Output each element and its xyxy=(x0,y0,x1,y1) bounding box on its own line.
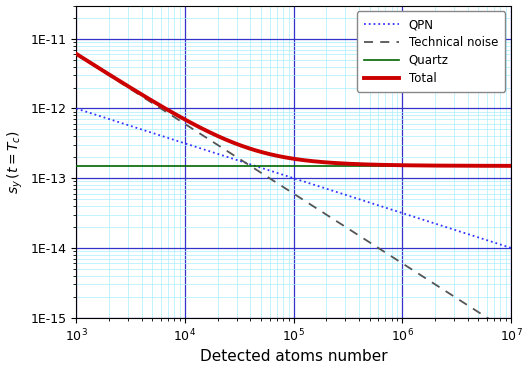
Technical noise xyxy=(73,52,79,57)
Total xyxy=(249,147,255,151)
QPN xyxy=(73,106,79,111)
Line: Total: Total xyxy=(76,54,511,166)
Y-axis label: $s_y\,(t=T_c)$: $s_y\,(t=T_c)$ xyxy=(6,130,25,194)
Technical noise xyxy=(508,331,514,335)
Total xyxy=(508,164,514,168)
Total xyxy=(412,163,418,168)
QPN xyxy=(372,202,378,206)
Quartz xyxy=(265,164,271,168)
Quartz xyxy=(117,164,124,168)
Quartz xyxy=(372,164,378,168)
Technical noise xyxy=(420,275,426,279)
Total xyxy=(372,162,378,167)
Technical noise xyxy=(412,269,418,274)
Total xyxy=(117,80,124,84)
QPN xyxy=(508,246,514,250)
Quartz xyxy=(412,164,418,168)
Technical noise xyxy=(372,243,378,248)
Total xyxy=(420,163,426,168)
Line: Technical noise: Technical noise xyxy=(76,54,511,333)
QPN xyxy=(420,218,426,222)
QPN xyxy=(117,121,124,125)
Quartz xyxy=(73,164,79,168)
Technical noise xyxy=(265,175,271,179)
Quartz xyxy=(420,164,426,168)
X-axis label: Detected atoms number: Detected atoms number xyxy=(200,349,388,364)
QPN xyxy=(265,168,271,172)
Line: QPN: QPN xyxy=(76,108,511,248)
Technical noise xyxy=(117,81,124,85)
Legend: QPN, Technical noise, Quartz, Total: QPN, Technical noise, Quartz, Total xyxy=(357,11,505,92)
QPN xyxy=(249,163,255,167)
QPN xyxy=(412,215,418,219)
Total xyxy=(265,151,271,156)
Technical noise xyxy=(249,165,255,169)
Quartz xyxy=(249,164,255,168)
Total xyxy=(73,52,79,56)
Quartz xyxy=(508,164,514,168)
